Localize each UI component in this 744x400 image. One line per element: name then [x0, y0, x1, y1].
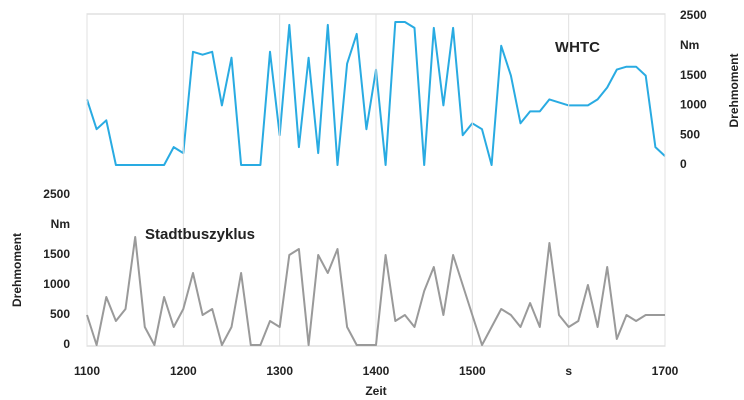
y-tick-label: 1000	[680, 98, 707, 112]
y-tick-label: Nm	[51, 217, 70, 231]
y-tick-label: Nm	[680, 38, 699, 52]
x-tick-label: 1100	[74, 364, 100, 378]
y-tick-label: 500	[50, 307, 70, 321]
y-axis-label: Drehmoment	[727, 53, 741, 127]
x-tick-label: 1300	[266, 364, 293, 378]
y-tick-label: 1000	[43, 277, 70, 291]
y-tick-label: 2500	[680, 8, 707, 22]
series-label: WHTC	[555, 39, 600, 56]
x-tick-label: 1200	[170, 364, 197, 378]
x-tick-label: 1500	[459, 364, 486, 378]
y-tick-label: 1500	[43, 247, 70, 261]
y-tick-label: 1500	[680, 68, 707, 82]
y-tick-label: 0	[680, 157, 687, 171]
y-tick-label: 0	[63, 337, 70, 351]
series-label: Stadtbuszyklus	[145, 226, 255, 243]
y-tick-label: 500	[680, 127, 700, 141]
x-tick-label: 1400	[363, 364, 390, 378]
x-axis-label: Zeit	[365, 384, 386, 398]
x-tick-label: s	[565, 364, 572, 378]
x-tick-label: 1700	[652, 364, 679, 378]
y-axis-label: Drehmoment	[10, 233, 24, 307]
y-tick-label: 2500	[43, 187, 70, 201]
line-series	[86, 236, 665, 346]
